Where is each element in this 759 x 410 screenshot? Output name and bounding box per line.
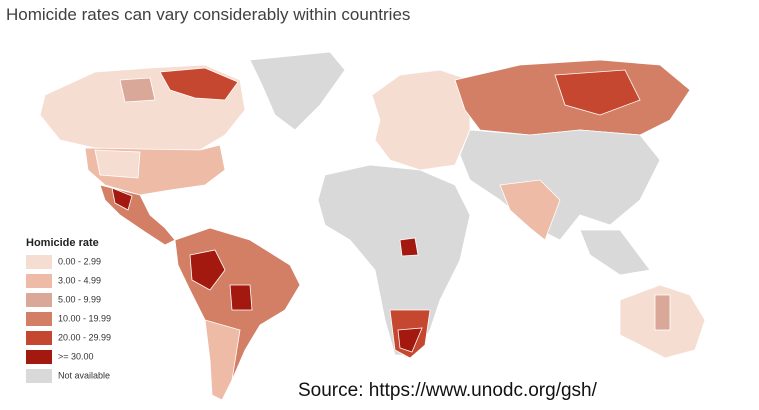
legend-swatch <box>26 274 52 288</box>
legend-swatch <box>26 312 52 326</box>
region <box>459 129 661 241</box>
legend-label: 5.00 - 9.99 <box>58 294 101 304</box>
legend-label: 0.00 - 2.99 <box>58 256 101 266</box>
region <box>399 237 419 257</box>
legend-label: 20.00 - 29.99 <box>58 332 111 342</box>
legend-label: 10.00 - 19.99 <box>58 313 111 323</box>
region <box>99 184 176 246</box>
region <box>499 179 561 241</box>
region <box>249 51 346 131</box>
region <box>94 149 141 179</box>
legend-title: Homicide rate <box>26 237 99 249</box>
source: Source: https://www.unodc.org/gsh/ <box>298 380 598 401</box>
region <box>579 229 651 276</box>
title: Homicide rates can vary considerably wit… <box>6 5 410 24</box>
region <box>554 69 641 116</box>
region <box>174 227 301 401</box>
legend-label: >= 30.00 <box>58 351 94 361</box>
legend-swatch <box>26 331 52 345</box>
legend-swatch <box>26 350 52 364</box>
region <box>189 249 226 291</box>
region <box>397 327 423 353</box>
region <box>159 67 239 101</box>
region <box>229 284 253 311</box>
region <box>111 187 133 211</box>
region <box>654 294 671 331</box>
legend-swatch <box>26 293 52 307</box>
world-map <box>39 51 706 401</box>
region <box>204 319 241 401</box>
region <box>119 77 156 103</box>
region <box>371 69 471 171</box>
legend-label: 3.00 - 4.99 <box>58 275 101 285</box>
legend-swatch <box>26 255 52 269</box>
legend: Homicide rate 0.00 - 2.99 3.00 - 4.99 5.00… <box>26 237 111 383</box>
legend-swatch <box>26 369 52 383</box>
legend-label: Not available <box>58 370 110 380</box>
